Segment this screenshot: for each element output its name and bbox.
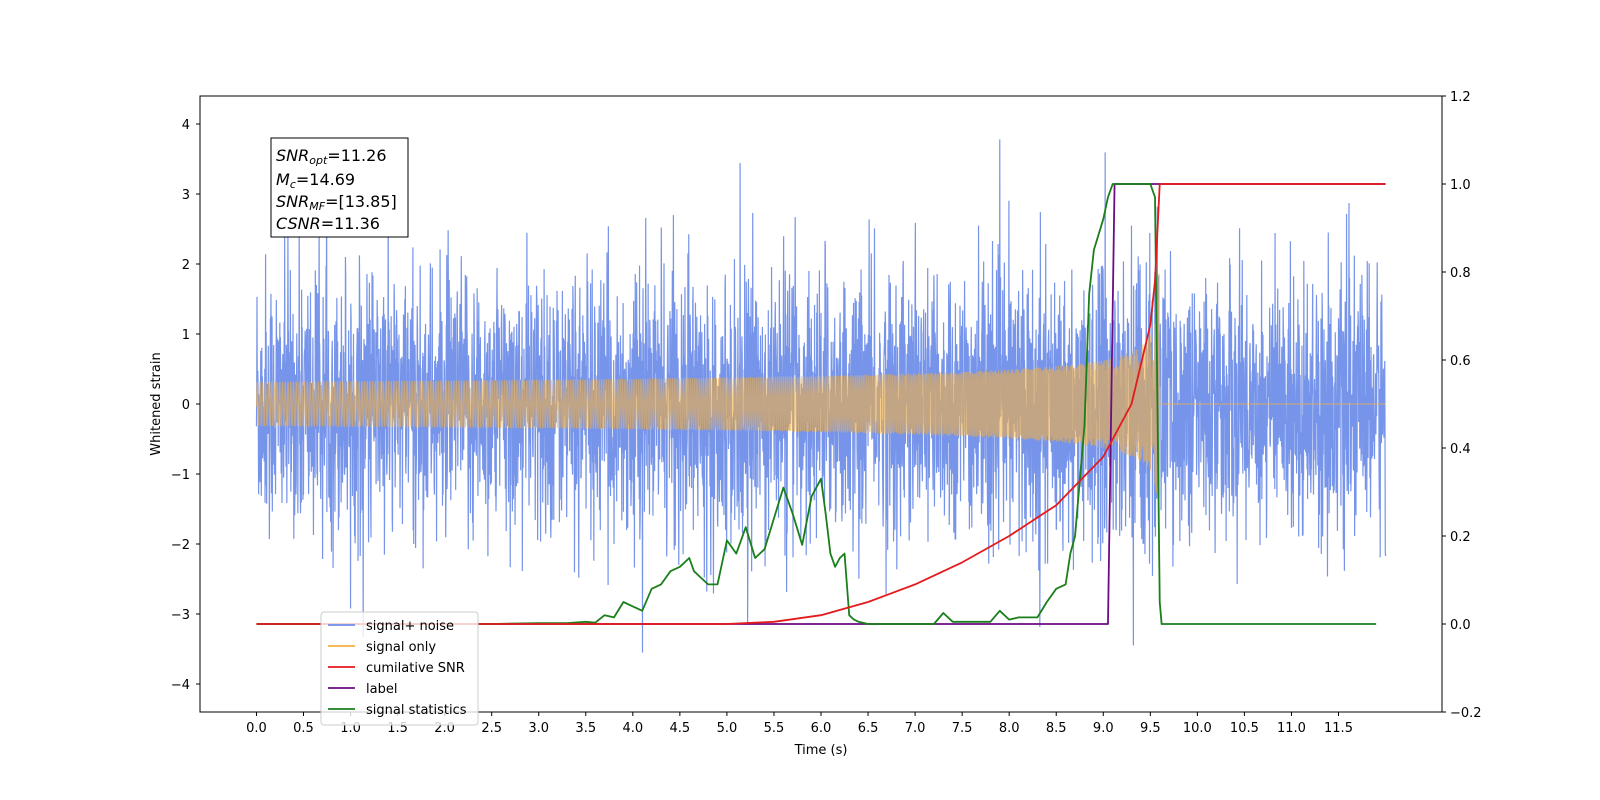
legend-box <box>320 611 479 726</box>
y2-tick-label: 1.0 <box>1450 178 1471 193</box>
x-tick-label: 4.5 <box>670 721 691 736</box>
y-tick-label: −2 <box>171 538 190 553</box>
y-axis-left: 4 3 2 1 0 −1 −2 −3 −4 <box>171 118 200 693</box>
series-cumulative-snr <box>256 183 1386 625</box>
annotation-box <box>270 137 409 238</box>
legend-entry: signal only <box>366 640 436 655</box>
x-tick-label: 9.0 <box>1093 721 1114 736</box>
x-tick-label: 5.5 <box>764 721 785 736</box>
x-tick-label: 3.5 <box>575 721 596 736</box>
svg-text:Mc=14.69: Mc=14.69 <box>276 170 355 191</box>
y-tick-label: 1 <box>182 328 190 343</box>
y2-tick-label: 0.8 <box>1450 266 1471 281</box>
svg-text:CSNR=11.36: CSNR=11.36 <box>276 214 380 233</box>
x-tick-label: 9.5 <box>1140 721 1161 736</box>
y2-tick-label: 0.2 <box>1450 530 1471 545</box>
series-signal-noise <box>255 139 1387 653</box>
y-tick-label: −3 <box>171 608 190 623</box>
legend-entry: signal statistics <box>366 703 467 718</box>
y2-tick-label: 0.6 <box>1450 354 1471 369</box>
series-signal-only <box>255 273 1386 494</box>
x-tick-label: 4.0 <box>622 721 643 736</box>
mc-value: 14.69 <box>309 170 355 189</box>
legend: signal+ noise signal only cumilative SNR la… <box>320 611 479 726</box>
y2-tick-label: 0.0 <box>1450 618 1471 633</box>
x-tick-label: 8.0 <box>999 721 1020 736</box>
y-tick-label: 4 <box>182 118 190 133</box>
snr-mf-value: [13.85] <box>338 192 396 211</box>
x-tick-label: 7.0 <box>905 721 926 736</box>
x-tick-label: 7.5 <box>952 721 973 736</box>
y-tick-label: 3 <box>182 188 190 203</box>
csnr-value: 11.36 <box>334 214 380 233</box>
x-tick-label: 6.5 <box>858 721 879 736</box>
y-tick-label: 0 <box>182 398 190 413</box>
x-axis-label: Time (s) <box>794 743 848 758</box>
x-tick-label: 11.5 <box>1324 721 1353 736</box>
x-tick-label: 0.5 <box>293 721 314 736</box>
series-signal-statistics <box>256 183 1377 625</box>
svg-text:SNRMF=[13.85]: SNRMF=[13.85] <box>276 192 397 213</box>
y-axis-label: Whitened strain <box>149 352 164 455</box>
x-tick-label: 11.0 <box>1277 721 1306 736</box>
svg-text:SNRopt=11.26: SNRopt=11.26 <box>276 146 387 167</box>
x-tick-label: 10.5 <box>1230 721 1259 736</box>
x-tick-label: 0.0 <box>246 721 267 736</box>
x-tick-label: 8.5 <box>1046 721 1067 736</box>
x-tick-label: 10.0 <box>1183 721 1212 736</box>
x-tick-label: 2.5 <box>481 721 502 736</box>
x-tick-label: 5.0 <box>717 721 738 736</box>
y2-tick-label: 0.4 <box>1450 442 1471 457</box>
x-tick-label: 6.0 <box>811 721 832 736</box>
y-tick-label: −1 <box>171 468 190 483</box>
stats-annotation: SNRopt=11.26 Mc=14.69 SNRMF=[13.85] CSNR… <box>270 137 409 238</box>
legend-entry: signal+ noise <box>366 619 454 634</box>
x-tick-label: 3.0 <box>528 721 549 736</box>
snr-opt-value: 11.26 <box>341 146 387 165</box>
plot-area <box>255 139 1387 653</box>
legend-entry: label <box>366 682 397 697</box>
y2-tick-label: 1.2 <box>1450 90 1471 105</box>
y2-tick-label: −0.2 <box>1450 706 1482 721</box>
y-tick-label: 2 <box>182 258 190 273</box>
y-axis-right: 1.2 1.0 0.8 0.6 0.4 0.2 0.0 −0.2 <box>1442 90 1482 721</box>
legend-entry: cumilative SNR <box>366 661 465 676</box>
y-tick-label: −4 <box>171 678 190 693</box>
